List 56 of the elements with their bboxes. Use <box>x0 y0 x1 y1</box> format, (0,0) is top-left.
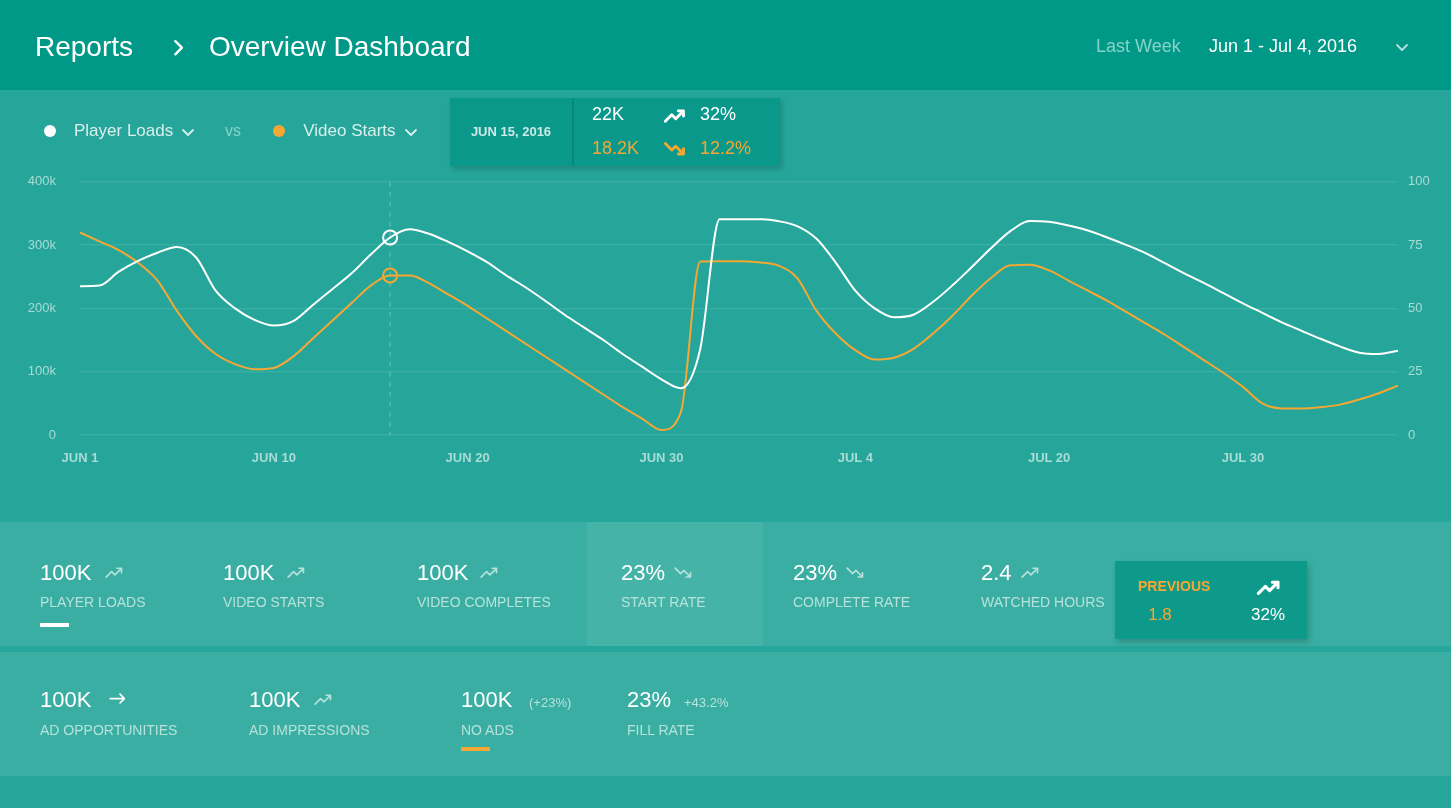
y2-tick-label: 50 <box>1408 299 1423 315</box>
text: Reports <box>35 30 134 63</box>
text: AD OPPORTUNITIES <box>40 722 178 739</box>
text: (+23%) <box>529 694 572 711</box>
text: 100K <box>417 559 469 586</box>
text: vs <box>225 122 241 140</box>
text: 1.8 <box>1148 604 1172 625</box>
text: 32% <box>700 104 737 125</box>
text: NO ADS <box>461 722 514 739</box>
text: 23% <box>793 559 838 586</box>
x-tick-label: JUN 1 <box>61 450 99 466</box>
text: Last Week <box>1096 36 1181 57</box>
text: 23% <box>621 559 666 586</box>
text: AD IMPRESSIONS <box>249 722 370 739</box>
text: 100K <box>223 559 275 586</box>
y-tick-label: 400k <box>27 173 57 189</box>
text: COMPLETE RATE <box>793 594 911 611</box>
y-tick-label: 100k <box>27 363 57 379</box>
text: 100K <box>40 559 92 586</box>
text: 100K <box>461 686 513 713</box>
y2-tick-label: 0 <box>1408 426 1416 442</box>
y2-tick-label: 100 <box>1408 173 1430 189</box>
y-tick-label: 0 <box>48 426 56 442</box>
text: 23% <box>627 686 672 713</box>
text: PREVIOUS <box>1138 578 1211 595</box>
x-tick-label: JUN 30 <box>639 450 684 466</box>
text: 2.4 <box>981 559 1012 586</box>
y-tick-label: 200k <box>27 299 57 315</box>
x-tick-label: JUL 20 <box>1027 450 1071 466</box>
text: 22K <box>592 104 625 125</box>
text: WATCHED HOURS <box>981 594 1105 611</box>
legend-label: Video Starts <box>303 120 396 141</box>
x-tick-label: JUL 30 <box>1221 450 1265 466</box>
x-tick-label: JUN 20 <box>445 450 490 466</box>
y2-tick-label: 25 <box>1408 363 1423 379</box>
text: VIDEO COMPLETES <box>417 594 551 611</box>
text: 18.2K <box>592 138 640 159</box>
text: 100K <box>249 686 301 713</box>
y2-tick-label: 75 <box>1408 236 1423 252</box>
text: Jun 1 - Jul 4, 2016 <box>1209 36 1358 57</box>
x-tick-label: JUN 10 <box>251 450 296 466</box>
x-tick-label: JUL 4 <box>837 450 874 466</box>
chart-title: Overview Dashboard <box>209 30 471 63</box>
legend-label: Player Loads <box>74 120 174 141</box>
text: JUN 15, 2016 <box>470 123 552 140</box>
line-series <box>79 231 1399 431</box>
text: FILL RATE <box>627 722 695 739</box>
text: START RATE <box>621 594 706 611</box>
text: 12.2% <box>700 138 752 159</box>
y-tick-label: 300k <box>27 236 57 252</box>
text: 32% <box>1250 604 1286 625</box>
text: VIDEO STARTS <box>223 594 325 611</box>
text: +43.2% <box>684 694 729 711</box>
text: PLAYER LOADS <box>40 594 146 611</box>
line-series <box>79 218 1399 390</box>
text: 100K <box>40 686 92 713</box>
